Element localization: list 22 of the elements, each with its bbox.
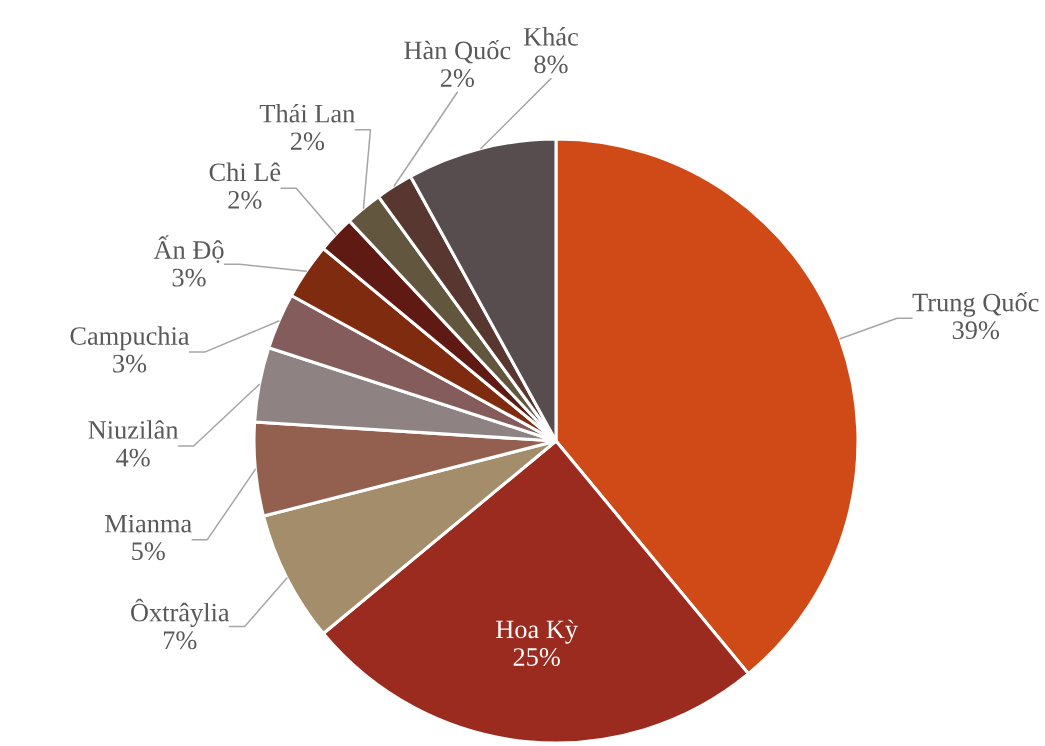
data-label: 39% (952, 321, 1000, 340)
slice-label: Niuzilân (88, 420, 179, 439)
data-label: 4% (116, 448, 150, 467)
data-label: 7% (163, 631, 197, 650)
data-label: 25% (513, 648, 560, 666)
slice-label: Hoa Kỳ (496, 619, 578, 644)
data-label: 3% (172, 268, 206, 287)
slice-label: Hàn Quốc (404, 39, 511, 64)
slice-label: Ôxtrâylia (131, 598, 230, 627)
data-label: 5% (132, 542, 165, 561)
data-label: 8% (534, 55, 568, 74)
slice-label: Thái Lan (259, 103, 355, 123)
data-label: 2% (228, 190, 262, 209)
slice-label: Khác (523, 27, 578, 46)
slice-label: Mianma (105, 514, 192, 533)
slice-label: Ấn Độ (153, 235, 224, 263)
data-label: 2% (440, 69, 475, 88)
slice-label: Chi Lê (209, 162, 281, 182)
data-label: 3% (113, 354, 147, 373)
slice-label: Trung Quốc (912, 292, 1039, 317)
data-label: 2% (290, 132, 325, 151)
slice-label: Campuchia (70, 326, 190, 351)
